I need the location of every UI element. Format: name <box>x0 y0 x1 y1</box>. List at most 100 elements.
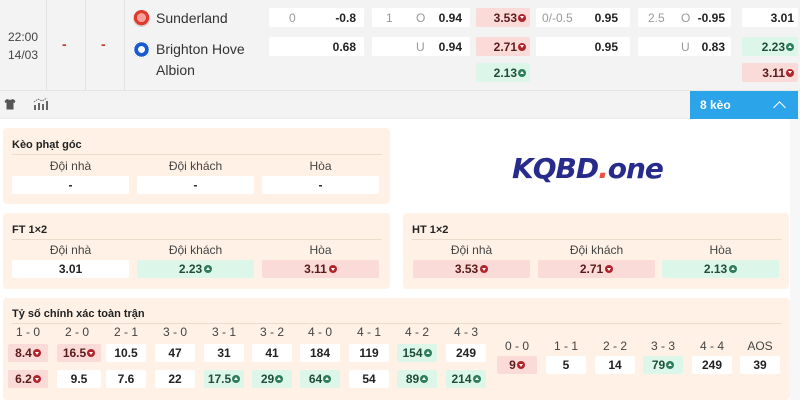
ht-over[interactable]: 2.5 O -0.95 <box>638 8 731 27</box>
ht-draw-odds[interactable]: 2.13 <box>662 260 779 278</box>
score-odds-cell[interactable]: 249 <box>446 344 486 362</box>
score-odds-cell[interactable]: 39 <box>740 356 780 374</box>
odds-value: 16.5 <box>62 346 87 360</box>
ou-line: 2.5 <box>648 10 665 25</box>
ft-home-odds[interactable]: 3.01 <box>12 260 129 278</box>
odds-value: 17.5 <box>207 372 232 386</box>
odds-value: 79 <box>651 358 666 372</box>
away-team[interactable]: Brighton Hove Albion <box>133 39 245 81</box>
score-odds-cell[interactable]: 89 <box>397 370 437 388</box>
odds-value: -0.8 <box>335 10 356 25</box>
ht-handicap-home[interactable]: 0/-0.5 0.95 <box>536 8 630 27</box>
odds-value: 0.95 <box>594 10 618 25</box>
corner-home-odds[interactable]: - <box>12 176 129 194</box>
score-odds-cell[interactable]: 14 <box>595 356 635 374</box>
ft-1x2-draw[interactable]: 3.11 <box>742 63 798 82</box>
score-header: 3 - 3 <box>650 339 675 353</box>
arrow-up-icon <box>729 265 738 273</box>
away-score: - <box>101 36 106 52</box>
ht-under[interactable]: U 0.83 <box>638 37 731 56</box>
score-odds-cell[interactable]: 54 <box>349 370 389 388</box>
score-odds-cell[interactable]: 154 <box>397 344 437 362</box>
score-odds-cell[interactable]: 10.5 <box>106 344 146 362</box>
score-odds-cell[interactable]: 184 <box>300 344 340 362</box>
handicap-line: 0/-0.5 <box>542 10 573 25</box>
ft-under[interactable]: U 0.94 <box>372 37 470 56</box>
score-header: 4 - 0 <box>307 325 332 339</box>
ft-over[interactable]: 1 O 0.94 <box>372 8 470 27</box>
stats-chart-icon[interactable] <box>33 97 49 111</box>
arrow-down-icon <box>328 265 337 273</box>
score-odds-cell[interactable]: 41 <box>252 344 292 362</box>
score-odds-cell[interactable]: 16.5 <box>57 344 101 362</box>
match-row[interactable]: 22:00 14/03 - - Sunderland Brighton Hove… <box>0 0 800 91</box>
ht-1x2-draw[interactable]: 2.13 <box>476 63 530 82</box>
ft-handicap-home[interactable]: 0 -0.8 <box>269 8 364 27</box>
score-odds-cell[interactable]: 31 <box>204 344 244 362</box>
arrow-up-icon <box>786 42 794 51</box>
over-label: O <box>416 10 426 25</box>
score-odds-cell[interactable]: 17.5 <box>204 370 244 388</box>
score-odds-cell[interactable]: 8.4 <box>8 344 48 362</box>
odds-value: 3.53 <box>493 10 517 25</box>
odds-value: 22 <box>168 372 182 386</box>
score-odds-cell[interactable]: 249 <box>692 356 732 374</box>
col-header-away: Đội khách <box>168 243 223 257</box>
ou-line: 1 <box>386 10 393 25</box>
odds-value: 29 <box>260 372 275 386</box>
odds-count-toggle-button[interactable]: 8 kèo <box>690 91 798 119</box>
ht-1x2-home[interactable]: 3.53 <box>476 8 530 27</box>
score-odds-cell[interactable]: 29 <box>252 370 292 388</box>
ft-draw-odds[interactable]: 3.11 <box>262 260 379 278</box>
arrow-down-icon <box>605 265 614 273</box>
odds-value: 2.23 <box>761 39 785 54</box>
ft-away-odds[interactable]: 2.23 <box>137 260 254 278</box>
col-header-away: Đội khách <box>168 159 223 173</box>
ht-handicap-away[interactable]: 0.95 <box>536 37 630 56</box>
odds-value: 14 <box>608 358 622 372</box>
kickoff-time: 22:00 <box>7 30 39 44</box>
corner-draw-odds[interactable]: - <box>262 176 379 194</box>
odds-value: 2.71 <box>579 262 604 276</box>
scrollbar-track[interactable] <box>790 119 800 400</box>
odds-value: 9 <box>509 358 516 372</box>
under-label: U <box>681 39 690 54</box>
odds-value: 0.83 <box>701 39 725 54</box>
corner-away-odds[interactable]: - <box>137 176 254 194</box>
score-odds-cell[interactable]: 7.6 <box>106 370 146 388</box>
logo-text-tail: one <box>607 152 664 185</box>
divider <box>412 239 782 240</box>
score-odds-cell[interactable]: 214 <box>446 370 486 388</box>
ht-away-odds[interactable]: 2.71 <box>538 260 655 278</box>
score-odds-cell[interactable]: 47 <box>155 344 195 362</box>
ht-home-odds[interactable]: 3.53 <box>413 260 530 278</box>
score-header: 4 - 2 <box>404 325 429 339</box>
panel-title: FT 1×2 <box>12 224 48 236</box>
arrow-down-icon <box>518 42 526 51</box>
odds-value: 9.5 <box>70 372 88 386</box>
home-team[interactable]: Sunderland <box>133 8 228 29</box>
score-odds-cell[interactable]: 5 <box>546 356 586 374</box>
odds-value: 10.5 <box>114 346 138 360</box>
score-odds-cell[interactable]: 9 <box>497 356 537 374</box>
ht-1x2-away[interactable]: 2.71 <box>476 37 530 56</box>
score-odds-cell[interactable]: 79 <box>643 356 683 374</box>
ft-1x2-away[interactable]: 2.23 <box>742 37 798 56</box>
score-odds-cell[interactable]: 119 <box>349 344 389 362</box>
shirt-icon[interactable] <box>4 98 16 110</box>
under-label: U <box>416 39 425 54</box>
score-odds-cell[interactable]: 9.5 <box>57 370 101 388</box>
ft-1x2-home[interactable]: 3.01 <box>742 8 798 27</box>
score-odds-cell[interactable]: 6.2 <box>8 370 48 388</box>
score-odds-cell[interactable]: 64 <box>300 370 340 388</box>
handicap-line: 0 <box>289 10 296 25</box>
odds-value: 214 <box>451 372 472 386</box>
arrow-down-icon <box>32 349 41 357</box>
score-odds-cell[interactable]: 22 <box>155 370 195 388</box>
match-toolbar: 8 kèo <box>0 91 800 119</box>
ft-handicap-away[interactable]: 0.68 <box>269 37 364 56</box>
home-score: - <box>62 36 67 52</box>
odds-value: 2.23 <box>178 262 203 276</box>
odds-value: 6.2 <box>15 372 32 386</box>
odds-value: 249 <box>455 346 477 360</box>
